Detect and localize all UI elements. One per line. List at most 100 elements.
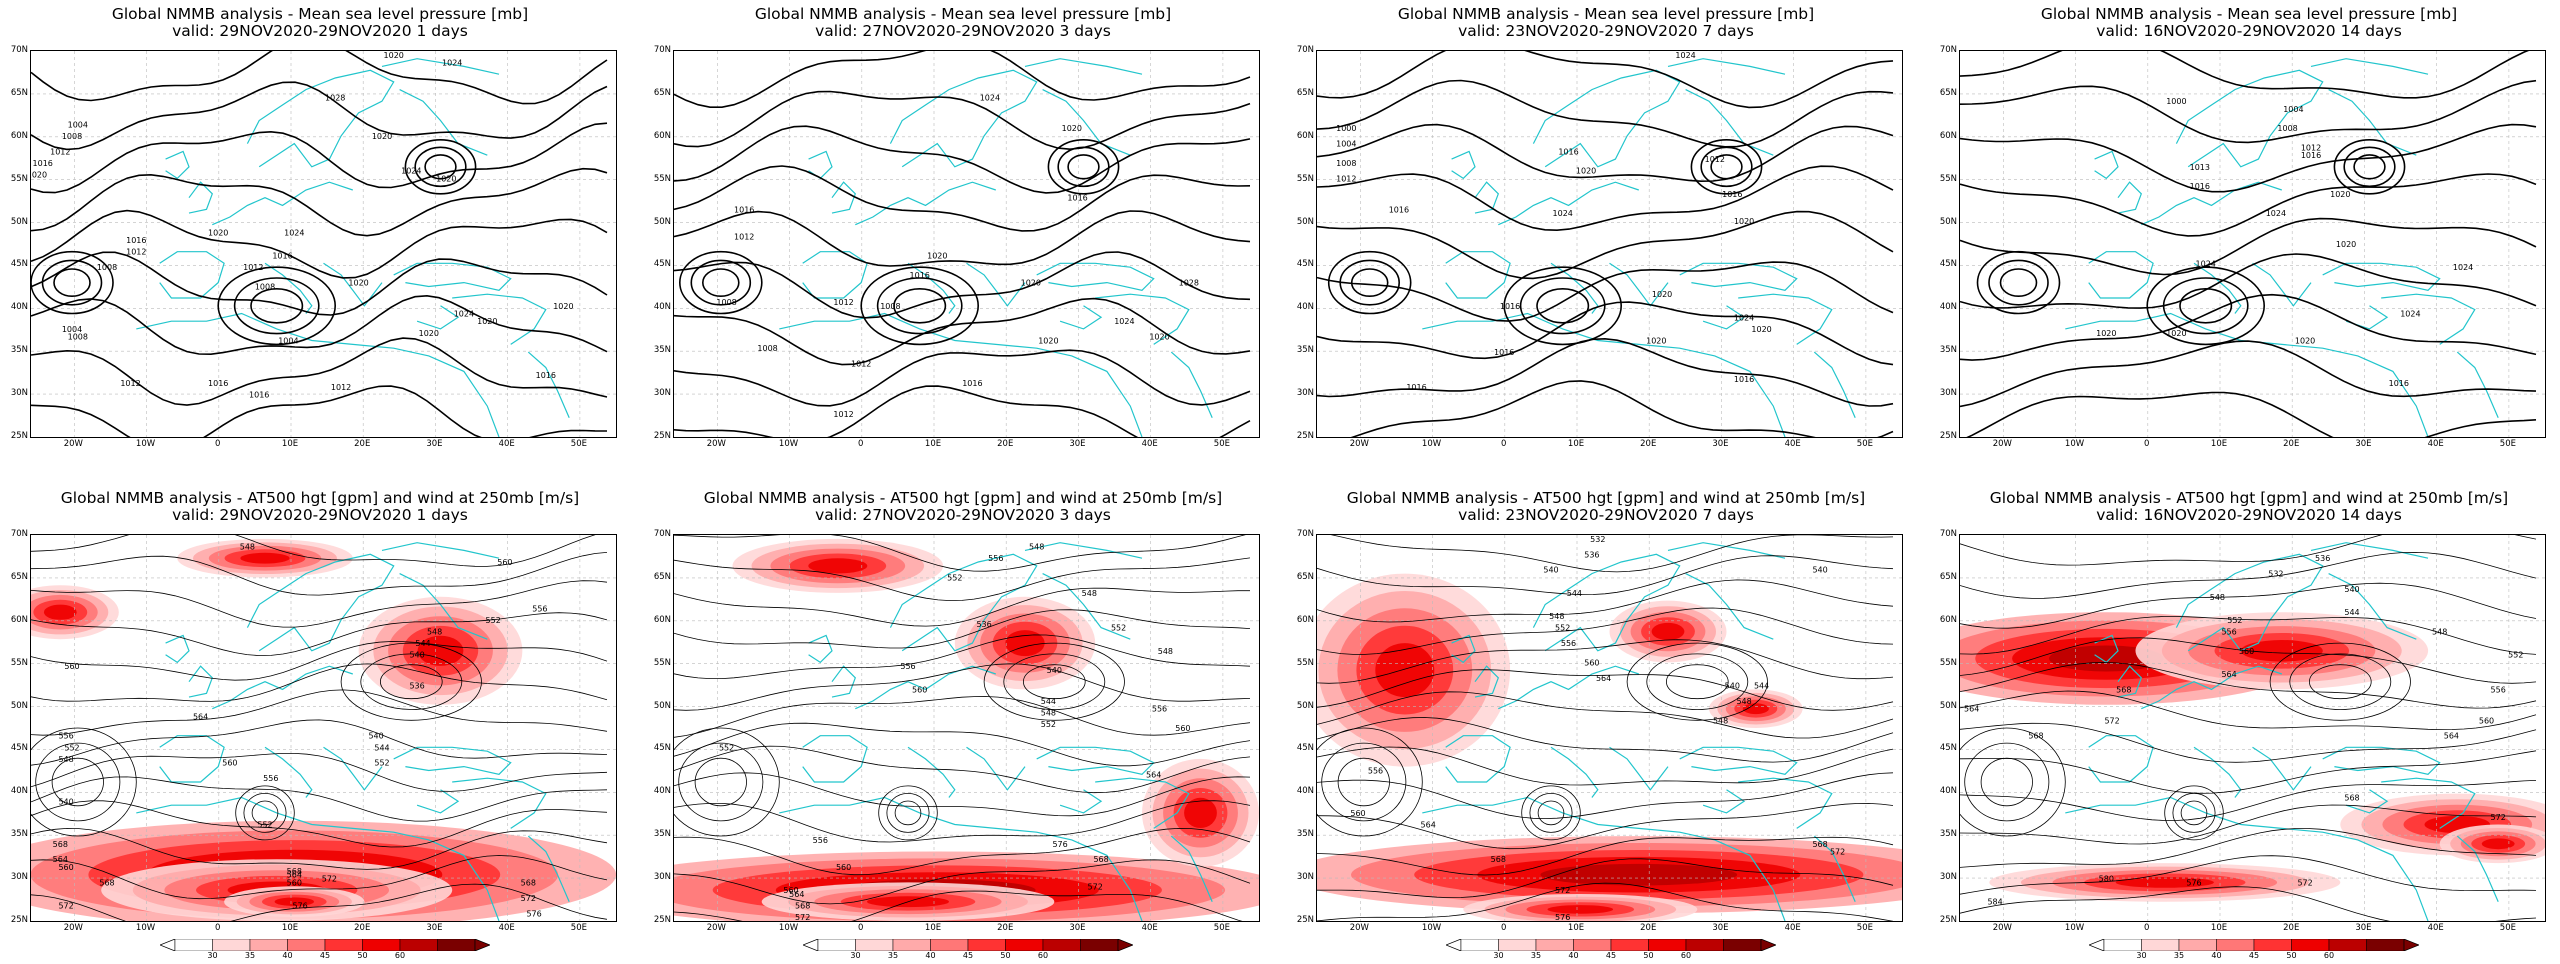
lon-axis-label: 50E [1213, 923, 1230, 933]
contour-line [1960, 123, 2537, 193]
lat-axis-label: 70N [10, 45, 28, 55]
contour-line [1960, 780, 2537, 821]
lat-axis-label: 65N [10, 87, 28, 98]
lat-axis-label: 55N [1939, 173, 1957, 184]
contour-label: 568 [521, 878, 536, 887]
contour-label: 1020 [372, 132, 392, 141]
contour-label: 536 [1584, 550, 1599, 559]
contour-label: 556 [1152, 705, 1167, 714]
contour-line [1960, 662, 2537, 709]
lon-axis-label: 20E [354, 439, 371, 449]
closed-contour [340, 642, 482, 721]
lat-axis-label: 55N [1296, 173, 1314, 184]
contour-label: 1004 [68, 120, 88, 129]
contour-line [31, 122, 608, 194]
coastline [452, 777, 547, 829]
contour-label: 1012 [50, 147, 70, 156]
contour-label: 1020 [1038, 337, 1058, 346]
lat-axis-label: 55N [10, 173, 28, 184]
colorbar-svg [802, 938, 1134, 952]
contour-label: 552 [1041, 720, 1056, 729]
colorbar-tick-label: 35 [244, 951, 256, 960]
contour-line [674, 800, 1251, 843]
coastline [2175, 553, 2324, 652]
coastline [1609, 746, 1669, 791]
colorbar-swatch [437, 938, 476, 952]
coastline [966, 746, 1026, 791]
panel-valid-date: valid: 16NOV2020-29NOV2020 14 days [2096, 22, 2402, 40]
contour-label: 1020 [553, 302, 573, 311]
lon-axis-label: 20W [1349, 923, 1369, 933]
contour-line [1317, 882, 1894, 921]
contour-line [1317, 261, 1894, 322]
lon-axis-label: 0 [858, 923, 864, 933]
contour-line [674, 722, 1251, 767]
contour-line [674, 772, 1251, 817]
contour-label: 1012 [734, 232, 754, 241]
contour-label: 560 [222, 759, 237, 768]
closed-contour [701, 268, 740, 298]
lat-axis-label: 40N [1296, 302, 1314, 313]
contour-line [1317, 555, 1894, 596]
coastline [2322, 746, 2441, 775]
colorbar-swatch [362, 938, 401, 952]
contour-line [674, 251, 1251, 319]
lon-axis-label: 40E [1784, 439, 1801, 449]
coastline [2456, 835, 2499, 902]
closed-contour [1665, 664, 1729, 700]
coastline [246, 69, 395, 168]
lon-axis-label: 20E [2283, 439, 2300, 449]
lat-axis-label: 40N [1296, 786, 1314, 797]
contour-label: 572 [2104, 716, 2119, 725]
lon-axis-label: 10E [281, 923, 299, 933]
contour-line [1317, 639, 1894, 684]
closed-contour [2179, 288, 2233, 324]
colorbar-swatch [2103, 938, 2142, 952]
contour-label: 1020 [2295, 337, 2315, 346]
contour-label: 1020 [1751, 325, 1771, 334]
lon-axis-label: 30E [2355, 439, 2372, 449]
colorbar-swatch [324, 938, 363, 952]
lat-axis-label: 65N [653, 571, 671, 582]
coastline [779, 796, 1143, 921]
colorbar-swatch [1573, 938, 1612, 952]
lat-axis-label: 35N [10, 829, 28, 840]
contour-label: 1024 [2400, 310, 2420, 319]
closed-contour [1521, 785, 1581, 841]
contour-label: 564 [53, 855, 68, 864]
contour-label: 1024 [454, 310, 474, 319]
lon-axis-label: 10E [2210, 439, 2228, 449]
colorbar-end [474, 938, 491, 952]
lat-axis-label: 70N [1939, 45, 1957, 55]
contour-label: 548 [1736, 697, 1751, 706]
mslp-panel-3: Global NMMB analysis - Mean sea level pr… [1286, 0, 1926, 480]
contour-label: 556 [813, 836, 828, 845]
closed-contour [235, 785, 295, 841]
contour-label: 548 [1082, 589, 1097, 598]
map-svg: 548 552 556 548 552 536 540 544 548 552 556 560 548 5… [674, 535, 1259, 921]
lat-axis-label: 30N [10, 872, 28, 883]
lat-axis-label: 25N [653, 915, 671, 925]
map-area: 548 560 548 552 556 544 540 536 540 544 552 560 564 5… [30, 534, 617, 922]
coastline [188, 181, 213, 214]
contour-label: 556 [988, 554, 1003, 563]
contour-line [1960, 51, 2530, 99]
coastline [323, 262, 383, 307]
lon-axis-label: 10E [2210, 923, 2228, 933]
contour-label: 548 [1029, 543, 1044, 552]
coastline [1685, 89, 1774, 156]
coastline [246, 553, 395, 652]
contour-label: 1008 [2277, 124, 2297, 133]
contour-label: 548 [1158, 647, 1173, 656]
contour-line [31, 612, 608, 657]
colorbar-tick-label: 40 [1568, 951, 1579, 960]
lon-axis-label: 50E [570, 439, 587, 449]
lon-axis-label: 0 [215, 923, 221, 933]
contour-line [674, 90, 1251, 151]
panel-title: Global NMMB analysis - AT500 hgt [gpm] a… [1989, 489, 2509, 507]
contour-line [31, 753, 608, 792]
panel-valid-date: valid: 23NOV2020-29NOV2020 7 days [1458, 506, 1754, 524]
closed-contour [233, 277, 320, 335]
lat-axis-label: 65N [653, 87, 671, 98]
colorbar-tick-label: 30 [207, 951, 218, 960]
